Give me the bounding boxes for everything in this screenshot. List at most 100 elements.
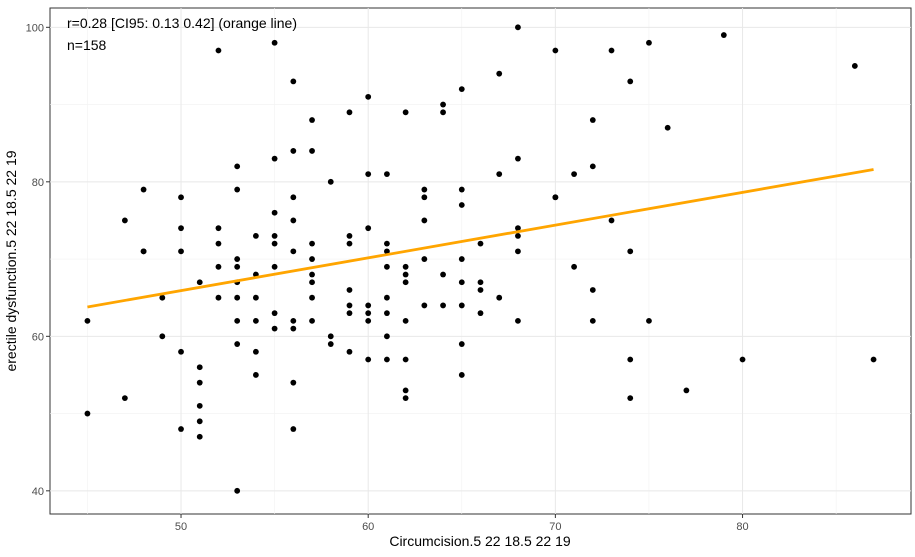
data-point	[664, 124, 671, 131]
data-point	[84, 410, 91, 417]
data-point	[290, 317, 297, 324]
data-point	[252, 232, 259, 239]
data-point	[196, 279, 203, 286]
data-point	[477, 240, 484, 247]
data-point	[402, 395, 409, 402]
data-point	[309, 317, 315, 324]
data-point	[215, 240, 222, 247]
y-tick-label: 80	[32, 177, 44, 189]
data-point	[252, 294, 259, 301]
x-axis-ticks: 50 60 70 80	[175, 514, 749, 533]
data-point	[346, 232, 353, 239]
data-point	[178, 348, 184, 355]
sample-size-annotation: n=158	[67, 37, 107, 53]
grid-lines	[50, 8, 911, 514]
x-tick-label: 70	[549, 521, 561, 533]
data-point	[402, 279, 409, 286]
data-point	[720, 32, 727, 38]
data-point	[440, 109, 446, 116]
data-point	[589, 163, 596, 170]
data-point	[234, 186, 241, 193]
data-point	[290, 217, 297, 224]
data-point	[271, 39, 278, 46]
data-point	[608, 217, 615, 224]
data-point	[215, 263, 222, 270]
data-point	[515, 225, 521, 232]
data-point	[234, 163, 241, 170]
data-point	[384, 240, 390, 247]
data-point	[851, 63, 858, 69]
data-point	[271, 209, 278, 216]
data-point	[215, 225, 222, 232]
data-point	[589, 287, 596, 293]
data-point	[159, 294, 166, 301]
y-axis-ticks: 40 60 80 100	[26, 22, 50, 498]
data-point	[421, 217, 428, 224]
data-point	[515, 317, 521, 324]
y-tick-label: 60	[32, 331, 44, 343]
data-point	[515, 155, 521, 162]
data-points	[84, 24, 877, 494]
data-point	[496, 70, 503, 77]
data-point	[309, 256, 315, 262]
data-point	[421, 194, 428, 201]
data-point	[346, 348, 353, 355]
data-point	[421, 302, 428, 309]
data-point	[252, 372, 259, 378]
data-point	[346, 310, 353, 317]
data-point	[608, 47, 615, 54]
data-point	[384, 248, 390, 255]
data-point	[402, 271, 409, 278]
data-point	[196, 418, 203, 425]
x-tick-label: 50	[175, 521, 187, 533]
data-point	[234, 317, 241, 324]
data-point	[683, 387, 690, 394]
data-point	[365, 225, 372, 232]
data-point	[309, 148, 315, 154]
data-point	[290, 148, 297, 154]
data-point	[627, 356, 634, 363]
x-axis-title: Circumcision.5 22 18.5 22 19	[389, 533, 571, 549]
data-point	[196, 433, 203, 440]
data-point	[589, 117, 596, 123]
data-point	[309, 117, 315, 123]
data-point	[365, 302, 372, 309]
data-point	[515, 232, 521, 239]
data-point	[440, 101, 446, 108]
x-tick-label: 80	[736, 521, 748, 533]
data-point	[365, 356, 372, 363]
data-point	[458, 86, 465, 93]
data-point	[402, 317, 409, 324]
data-point	[421, 256, 428, 262]
data-point	[627, 395, 634, 402]
data-point	[496, 294, 503, 301]
data-point	[458, 256, 465, 262]
data-point	[458, 372, 465, 378]
data-point	[421, 186, 428, 193]
data-point	[477, 310, 484, 317]
data-point	[365, 93, 372, 100]
correlation-annotation: r=0.28 [CI95: 0.13 0.42] (orange line)	[67, 15, 297, 31]
data-point	[346, 109, 353, 116]
data-point	[290, 426, 297, 432]
data-point	[327, 341, 334, 347]
data-point	[477, 279, 484, 286]
data-point	[552, 47, 559, 54]
data-point	[458, 202, 465, 208]
data-point	[196, 364, 203, 371]
data-point	[384, 171, 390, 177]
data-point	[627, 248, 634, 255]
data-point	[646, 317, 652, 324]
data-point	[402, 356, 409, 363]
data-point	[552, 194, 559, 201]
data-point	[252, 348, 259, 355]
data-point	[234, 263, 241, 270]
data-point	[384, 294, 390, 301]
data-point	[384, 310, 390, 317]
data-point	[290, 379, 297, 386]
data-point	[271, 155, 278, 162]
data-point	[234, 341, 241, 347]
data-point	[346, 240, 353, 247]
data-point	[458, 186, 465, 193]
